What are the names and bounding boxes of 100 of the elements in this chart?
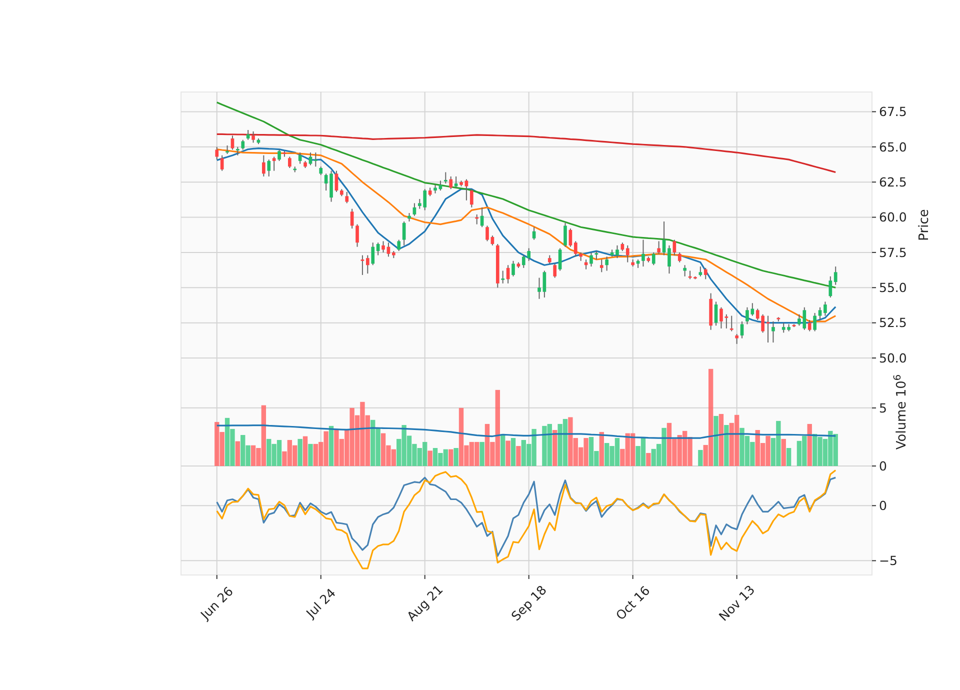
y-axis-title: Price [917,209,932,241]
candlestick [366,254,370,274]
candlestick [564,222,567,248]
y-tick-label: 67.5 [879,104,907,120]
candlestick [360,254,364,276]
candlestick [449,176,453,190]
bar [448,449,454,466]
candlestick [766,315,770,344]
candlestick [397,239,401,252]
candlestick [542,270,546,298]
candlestick [683,264,686,277]
y-tick-label: 65.0 [879,139,907,154]
candlestick [356,224,359,248]
bar [552,430,558,466]
candlestick [454,176,458,188]
y-tick-label: −5 [879,553,898,568]
candlestick [350,208,354,230]
candlestick [272,156,276,172]
candlestick [772,320,775,344]
bar [646,452,651,466]
bar [454,448,458,466]
bar [308,444,313,466]
bar [599,432,604,466]
candlestick [678,252,682,263]
y-tick-label: 55.0 [879,280,907,296]
candlestick [605,256,608,272]
line-series [216,133,836,174]
candlestick [553,263,556,278]
candlestick [252,130,255,144]
bar [698,450,703,466]
candlestick [652,252,656,266]
candlestick [246,130,250,140]
candlestick [330,170,333,202]
candlestick [324,173,328,192]
candlestick [470,188,474,208]
y-tick-label: 60.0 [879,210,907,225]
candlestick [750,302,754,316]
candlestick [642,239,645,268]
candlestick [220,154,224,172]
line-series [216,476,836,557]
x-tick-label: Nov 13 [716,582,758,624]
x-tick-label: Jul 24 [302,585,338,622]
candlestick [714,301,718,326]
bar [714,416,718,466]
candlestick [267,159,271,177]
y-tick-label: 5 [879,400,887,416]
candlestick [464,178,468,201]
bar [516,446,521,466]
candlestick [616,244,619,259]
candlestick [698,266,702,277]
candlestick [288,156,292,168]
bar [480,442,484,466]
x-tick-label: Oct 16 [612,582,653,623]
candlestick [538,277,541,300]
candlestick [215,146,219,160]
bar [724,425,729,466]
y-tick-label: 0 [879,458,887,474]
candlestick [501,270,505,284]
candlestick [334,170,338,192]
line-series [216,469,836,570]
candlestick [590,252,593,268]
candlestick [740,320,744,339]
candlestick [704,267,708,280]
y-tick-label: 0 [879,498,887,514]
candlestick [813,312,816,332]
y-tick-label: 62.5 [879,174,907,190]
bar [428,450,432,466]
candlestick [574,240,578,258]
candlestick [834,266,838,286]
candlestick [746,306,749,325]
candlestick [402,220,406,246]
bar [506,440,510,466]
candlestick [278,149,281,162]
candlestick [735,334,738,344]
candlestick [371,242,375,266]
bar [500,434,506,466]
candlestick [808,320,812,332]
candlestick [824,301,827,316]
candlestick [600,258,604,273]
candlestick [382,240,385,253]
candlestick [262,154,266,177]
candlestick [828,276,832,298]
candlestick [241,139,245,150]
x-tick-label: Jun 26 [196,584,236,623]
candlestick [230,135,234,150]
candlestick [314,152,318,168]
candlestick [486,225,489,242]
bar [298,438,302,466]
candlestick [308,152,312,166]
candlestick [444,172,448,184]
candlestick [672,239,676,256]
y-tick-label: 50.0 [879,350,907,366]
bar [718,414,724,466]
candlestick [345,191,349,204]
candlestick [724,314,728,329]
candlestick [818,306,822,320]
candlestick [558,248,562,272]
candlestick [626,244,630,263]
candlestick [668,244,671,274]
bar [781,438,786,466]
